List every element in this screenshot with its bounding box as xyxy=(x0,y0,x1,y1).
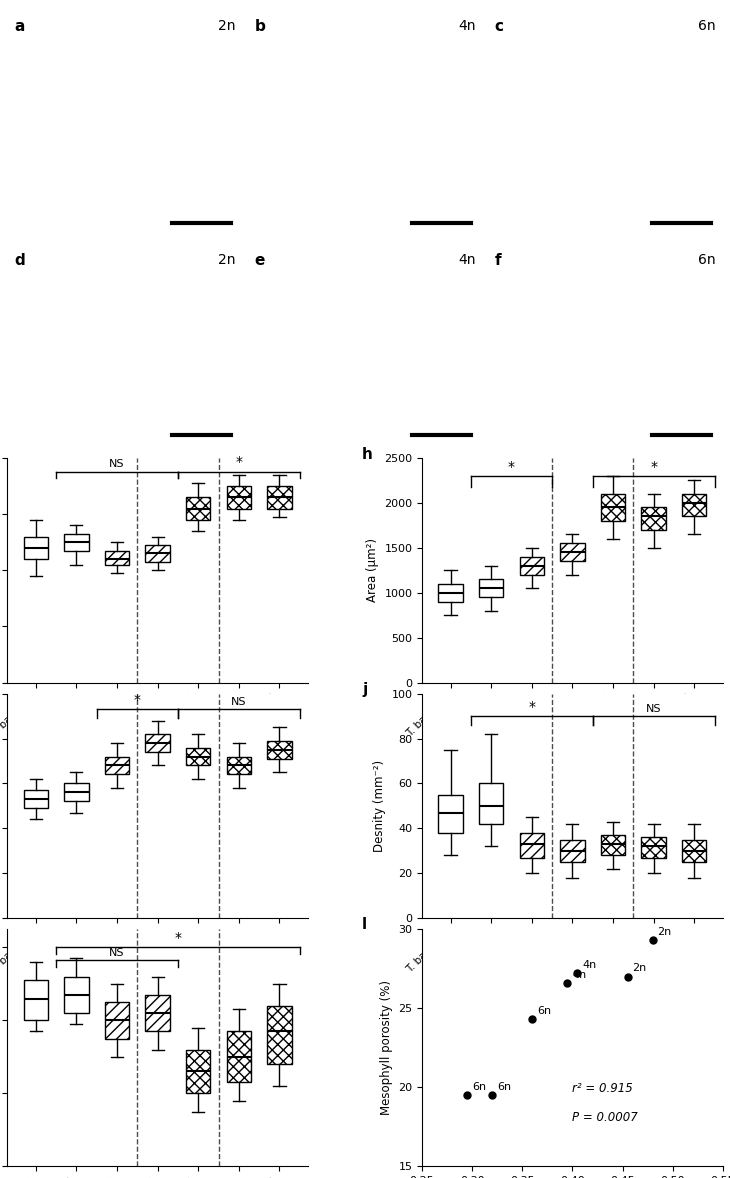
Point xyxy=(461,1086,473,1105)
Text: NS: NS xyxy=(231,697,247,707)
PathPatch shape xyxy=(145,545,170,562)
PathPatch shape xyxy=(682,494,707,516)
PathPatch shape xyxy=(682,840,707,862)
Text: P = 0.0007: P = 0.0007 xyxy=(572,1111,638,1124)
Text: c: c xyxy=(494,19,504,33)
Text: b: b xyxy=(254,19,265,33)
Text: 4n: 4n xyxy=(572,969,587,980)
PathPatch shape xyxy=(267,487,292,509)
Text: NS: NS xyxy=(646,703,661,714)
Text: 2n: 2n xyxy=(218,19,236,33)
PathPatch shape xyxy=(23,537,48,560)
PathPatch shape xyxy=(226,756,251,774)
PathPatch shape xyxy=(520,557,544,575)
PathPatch shape xyxy=(520,833,544,858)
Y-axis label: Desnity (mm⁻²): Desnity (mm⁻²) xyxy=(373,760,386,852)
PathPatch shape xyxy=(64,534,88,550)
Text: l: l xyxy=(362,918,367,933)
PathPatch shape xyxy=(105,756,129,774)
PathPatch shape xyxy=(105,550,129,564)
Text: 4n: 4n xyxy=(458,253,476,267)
PathPatch shape xyxy=(479,783,504,823)
PathPatch shape xyxy=(186,748,210,766)
PathPatch shape xyxy=(642,508,666,530)
Text: 6n: 6n xyxy=(698,19,715,33)
Text: NS: NS xyxy=(110,947,125,958)
PathPatch shape xyxy=(560,543,585,561)
PathPatch shape xyxy=(438,795,463,833)
Text: a: a xyxy=(15,19,25,33)
Text: *: * xyxy=(235,455,242,469)
Text: 6n: 6n xyxy=(497,1081,512,1092)
PathPatch shape xyxy=(186,497,210,519)
Text: *: * xyxy=(174,931,181,945)
PathPatch shape xyxy=(145,734,170,752)
PathPatch shape xyxy=(601,494,625,521)
PathPatch shape xyxy=(64,977,88,1013)
PathPatch shape xyxy=(23,790,48,808)
Text: r² = 0.915: r² = 0.915 xyxy=(572,1083,633,1096)
Text: *: * xyxy=(650,461,657,475)
Text: h: h xyxy=(362,446,373,462)
Text: 2n: 2n xyxy=(658,927,672,938)
PathPatch shape xyxy=(642,838,666,858)
Text: 6n: 6n xyxy=(698,253,715,267)
PathPatch shape xyxy=(226,1031,251,1083)
Text: e: e xyxy=(254,253,265,269)
PathPatch shape xyxy=(438,584,463,602)
PathPatch shape xyxy=(226,487,251,509)
Text: 6n: 6n xyxy=(537,1006,551,1017)
PathPatch shape xyxy=(267,741,292,759)
Text: 4n: 4n xyxy=(458,19,476,33)
PathPatch shape xyxy=(560,840,585,862)
PathPatch shape xyxy=(64,783,88,801)
Point xyxy=(486,1086,498,1105)
Text: *: * xyxy=(529,700,535,714)
PathPatch shape xyxy=(23,980,48,1020)
PathPatch shape xyxy=(145,995,170,1031)
Text: *: * xyxy=(508,461,515,475)
PathPatch shape xyxy=(105,1002,129,1039)
Point xyxy=(622,967,634,986)
Point xyxy=(647,931,658,949)
Y-axis label: Area (μm²): Area (μm²) xyxy=(366,538,379,602)
Point xyxy=(572,964,583,982)
Text: 2n: 2n xyxy=(218,253,236,267)
Text: 4n: 4n xyxy=(583,960,596,971)
Point xyxy=(561,973,573,992)
Point xyxy=(526,1010,538,1028)
Text: 2n: 2n xyxy=(632,964,647,973)
Text: j: j xyxy=(362,682,367,697)
Text: f: f xyxy=(494,253,501,269)
PathPatch shape xyxy=(601,835,625,855)
Y-axis label: Mesophyll porosity (%): Mesophyll porosity (%) xyxy=(380,980,393,1116)
Text: 6n: 6n xyxy=(472,1081,486,1092)
Text: d: d xyxy=(15,253,25,269)
PathPatch shape xyxy=(267,1006,292,1064)
PathPatch shape xyxy=(186,1050,210,1093)
Text: NS: NS xyxy=(110,459,125,469)
PathPatch shape xyxy=(479,580,504,597)
Text: *: * xyxy=(134,693,141,707)
